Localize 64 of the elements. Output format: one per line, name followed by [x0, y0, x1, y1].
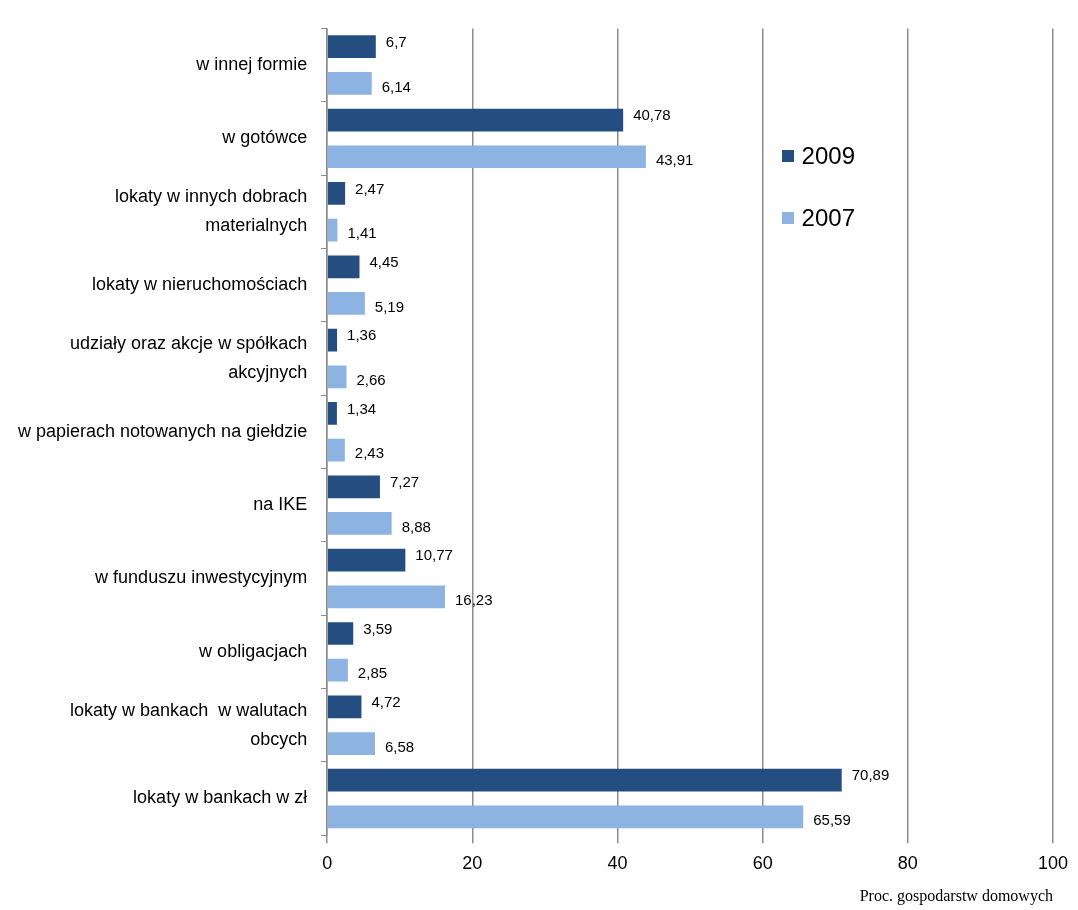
data-label: 1,36	[347, 326, 377, 344]
bar	[327, 108, 624, 132]
bar	[327, 732, 375, 755]
bar	[327, 328, 338, 352]
bar	[327, 255, 360, 279]
bar	[327, 438, 345, 462]
data-label: 65,59	[813, 811, 851, 828]
bar	[327, 365, 347, 389]
x-tick-label: 100	[1037, 852, 1069, 873]
y-tick-label: lokaty w bankach w walutach obcych	[70, 699, 308, 749]
legend-label: 2009	[801, 142, 855, 170]
data-label: 8,88	[401, 517, 431, 535]
bar	[327, 218, 338, 242]
bar	[327, 585, 445, 609]
data-label: 2,66	[356, 370, 386, 388]
y-tick-label: w gotówce	[221, 127, 308, 148]
bar	[327, 658, 348, 682]
y-tick-label: lokaty w innych dobrach materialnych	[115, 186, 308, 236]
data-label: 6,58	[384, 737, 415, 755]
data-label: 5,19	[374, 297, 405, 315]
y-tick-label: w innej formie	[195, 54, 308, 75]
data-label: 10,77	[415, 546, 453, 564]
data-label: 6,14	[381, 77, 411, 95]
x-tick-label: 60	[752, 852, 773, 873]
bar	[327, 72, 372, 95]
bar	[327, 182, 346, 205]
bar	[327, 768, 842, 792]
x-tick-label: 80	[897, 852, 918, 873]
bar	[327, 512, 392, 535]
y-tick-label: lokaty w bankach w zł	[133, 787, 308, 808]
legend-label: 2007	[801, 204, 855, 232]
bar	[327, 35, 376, 59]
x-tick-label: 0	[322, 852, 333, 873]
data-label: 4,45	[369, 252, 399, 270]
data-label: 2,43	[354, 444, 385, 462]
y-tick-label: w papierach notowanych na giełdzie	[17, 420, 308, 441]
x-tick-label: 40	[607, 852, 628, 873]
y-tick-label: w obligacjach	[198, 640, 308, 661]
data-label: 7,27	[389, 472, 420, 490]
bar	[327, 548, 406, 572]
data-label: 1,41	[347, 224, 377, 242]
data-label: 70,89	[851, 766, 890, 784]
data-label: 43,91	[655, 150, 694, 168]
y-tick-label: udziały oraz akcje w spółkach akcyjnych	[70, 333, 308, 382]
bar	[327, 805, 804, 829]
data-label: 2,85	[357, 664, 388, 682]
bar	[327, 475, 380, 499]
y-tick-label: w funduszu inwestycyjnym	[94, 567, 308, 588]
bar	[327, 402, 337, 425]
data-label: 1,34	[346, 399, 377, 417]
x-tick-label: 20	[462, 852, 483, 873]
y-tick-label: lokaty w nieruchomościach	[92, 274, 308, 295]
data-label: 6,7	[385, 32, 407, 50]
y-tick-label: na IKE	[253, 494, 308, 515]
bar	[327, 695, 362, 719]
bar	[327, 622, 354, 645]
data-label: 4,72	[371, 692, 401, 710]
data-label: 3,59	[363, 619, 393, 637]
data-label: 2,47	[355, 179, 385, 197]
bar	[327, 145, 646, 169]
data-label: 16,23	[454, 590, 493, 608]
data-label: 40,78	[633, 106, 671, 124]
bar	[327, 292, 365, 315]
x-axis-title: Proc. gospodarstw domowych	[859, 886, 1053, 905]
